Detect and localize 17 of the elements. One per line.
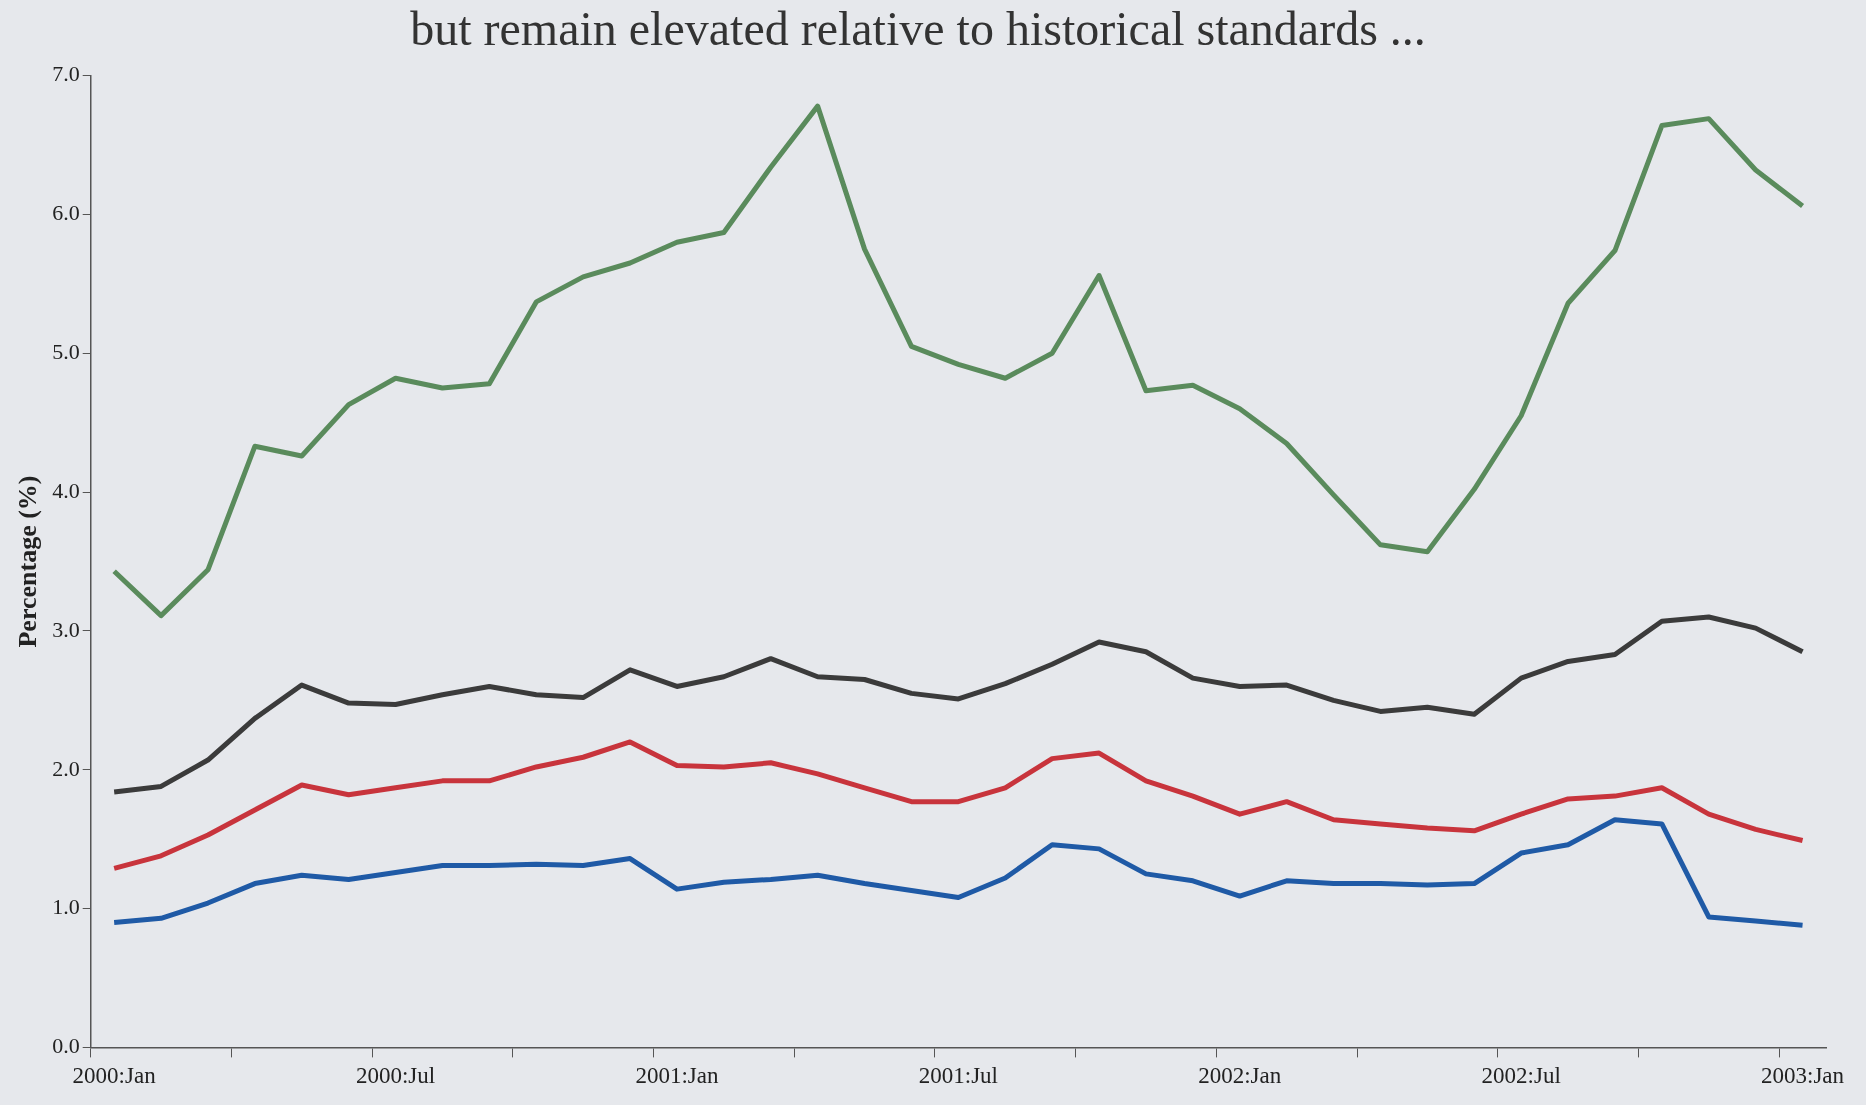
chart-title: but remain elevated relative to historical standards ... [410, 2, 1426, 56]
y-tick-label: 2.0 [52, 755, 80, 781]
y-tick-label: 6.0 [52, 200, 80, 226]
x-tick-label: 2002:Jan [1198, 1063, 1282, 1089]
x-tick-label: 2002:Jul [1481, 1063, 1561, 1089]
y-tick-label: 5.0 [52, 339, 80, 365]
x-tick-label: 2001:Jul [918, 1063, 998, 1089]
y-tick-label: 7.0 [52, 61, 80, 87]
x-tick-label: 2000:Jul [355, 1063, 436, 1089]
x-tick-label: 2000:Jan [72, 1063, 157, 1089]
x-tick-label: 2001:Jan [635, 1063, 719, 1089]
y-tick-label: 4.0 [52, 477, 80, 503]
y-tick-label: 1.0 [52, 894, 80, 920]
x-tick-label: 2003:Jan [1761, 1063, 1845, 1089]
y-tick-label: 0.0 [52, 1033, 80, 1059]
y-axis-title: Percentage (%) [13, 475, 43, 648]
y-tick-label: 3.0 [52, 616, 80, 642]
